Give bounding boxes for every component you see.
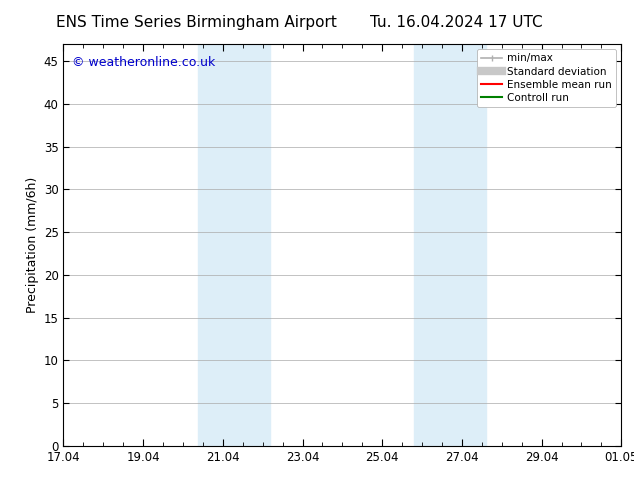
Text: Tu. 16.04.2024 17 UTC: Tu. 16.04.2024 17 UTC — [370, 15, 543, 30]
Bar — [198, 44, 270, 446]
Legend: min/max, Standard deviation, Ensemble mean run, Controll run: min/max, Standard deviation, Ensemble me… — [477, 49, 616, 107]
Bar — [415, 44, 486, 446]
Text: ENS Time Series Birmingham Airport: ENS Time Series Birmingham Airport — [56, 15, 337, 30]
Text: © weatheronline.co.uk: © weatheronline.co.uk — [72, 56, 215, 69]
Y-axis label: Precipitation (mm/6h): Precipitation (mm/6h) — [27, 177, 39, 313]
